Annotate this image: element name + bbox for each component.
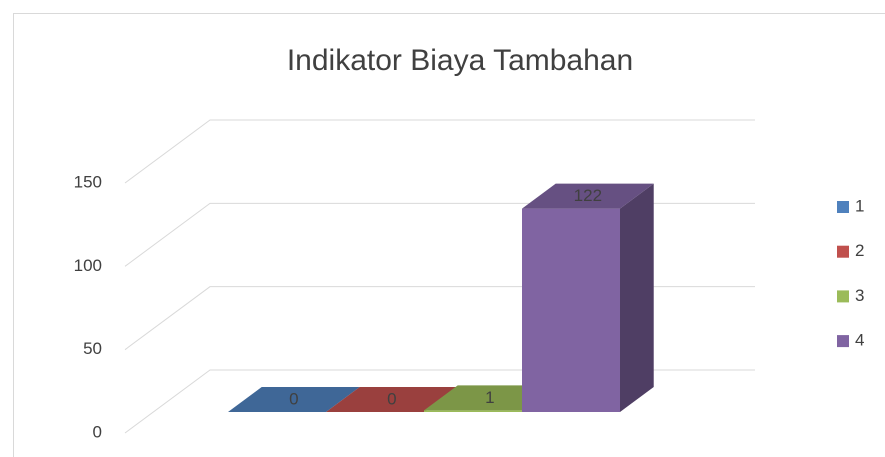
bar-top xyxy=(228,387,360,412)
legend-swatch xyxy=(837,290,849,303)
y-tick-label: 50 xyxy=(83,339,102,358)
bar-top xyxy=(522,183,654,209)
legend-label: 1 xyxy=(855,196,864,215)
legend-label: 4 xyxy=(855,331,864,350)
y-tick-label: 150 xyxy=(74,172,102,191)
data-label: 122 xyxy=(574,186,602,205)
bar-top xyxy=(326,387,458,412)
legend-label: 3 xyxy=(855,286,864,305)
bar-front xyxy=(424,410,522,412)
data-label: 1 xyxy=(485,388,494,407)
legend-label: 2 xyxy=(855,241,864,260)
bar xyxy=(326,387,458,412)
legend-swatch xyxy=(837,245,849,258)
grid-line xyxy=(124,119,755,184)
bar xyxy=(522,183,654,412)
y-tick-label: 0 xyxy=(93,422,102,441)
data-label: 0 xyxy=(387,389,396,408)
bar-side xyxy=(620,183,654,412)
bar-front xyxy=(522,208,620,412)
data-label: 0 xyxy=(289,389,298,408)
y-tick-label: 100 xyxy=(74,256,102,275)
legend-swatch xyxy=(837,335,849,348)
legend-swatch xyxy=(837,201,849,213)
chart-title: Indikator Biaya Tambahan xyxy=(287,44,633,77)
bar xyxy=(228,387,360,412)
chart-frame xyxy=(13,13,885,457)
